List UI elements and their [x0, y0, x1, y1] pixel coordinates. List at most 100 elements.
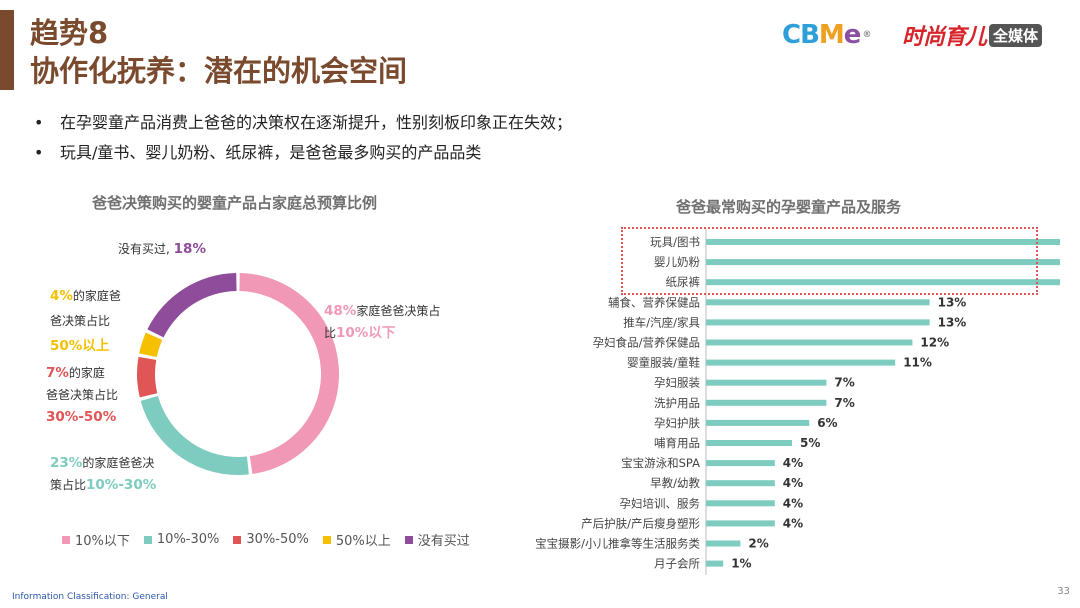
cbme-letter: B [800, 20, 820, 50]
page-title: 趋势8 协作化抚养：潜在的机会空间 [30, 14, 407, 90]
annotation-text: 比 [324, 326, 337, 340]
bar [706, 279, 1060, 286]
bar [706, 480, 775, 487]
bar-value-label: 12% [920, 336, 949, 350]
cbme-letter: M [818, 20, 845, 50]
annotation-text: 家庭爸爸决策占 [356, 304, 441, 318]
cbme-logo: C B M e ® [782, 20, 871, 50]
legend-item: 50%以上 [322, 530, 391, 549]
annotation-none: 没有买过, 18% [118, 238, 206, 260]
page-title-line2: 协作化抚养：潜在的机会空间 [30, 54, 408, 88]
bar [706, 560, 724, 567]
annotation-text: 的家庭爸 [72, 289, 121, 303]
page-title-line1: 趋势8 [30, 16, 109, 50]
bar-value-label: 11% [903, 356, 932, 370]
bar-value-label: 7% [834, 396, 854, 410]
cbme-letter: e [843, 20, 862, 50]
bar-category-label: 孕妇服装 [654, 376, 700, 390]
donut-legend: 10%以下 10%-30% 30%-50% 50%以上 没有买过 [62, 530, 484, 549]
bar [706, 339, 913, 346]
top3-highlight-box [621, 227, 1038, 295]
bar [706, 259, 1060, 266]
legend-label: 50%以上 [335, 534, 391, 549]
bar-value-label: 6% [817, 416, 837, 430]
bar-chart: 玩具/图书29%婴儿奶粉28%纸尿裤25%辅食、营养保健品13%推车/汽座/家具… [535, 229, 1060, 575]
legend-item: 10%以下 [62, 530, 130, 549]
annotation-above-50: 4%的家庭爸 爸决策占比 50%以上 [50, 285, 121, 357]
annotation-10-30: 23%的家庭爸爸决 策占比10%-30% [50, 452, 156, 496]
bar-category-label: 推车/汽座/家具 [623, 315, 700, 329]
donut-slice [140, 396, 249, 475]
annotation-pct: 7% [46, 365, 69, 381]
legend-label: 10%以下 [75, 534, 130, 549]
legend-label: 10%-30% [156, 532, 220, 547]
bar-value-label: 5% [800, 436, 820, 450]
bar [706, 319, 930, 326]
legend-swatch [233, 535, 242, 544]
bar-value-label: 4% [783, 456, 803, 470]
bar-value-label: 1% [731, 557, 751, 571]
legend-item: 没有买过 [404, 530, 470, 549]
bar-category-label: 孕妇食品/营养保健品 [593, 336, 700, 350]
bullet-marker: • [34, 143, 44, 162]
donut-chart-title: 爸爸决策购买的婴童产品占家庭总预算比例 [92, 194, 378, 212]
bullet-text: 玩具/童书、婴儿奶粉、纸尿裤，是爸爸最多购买的产品品类 [60, 143, 482, 162]
annotation-below-10: 48%家庭爸爸决策占 比10%以下 [324, 300, 440, 344]
registered-mark: ® [862, 30, 871, 40]
annotation-text: 的家庭爸爸决 [82, 456, 155, 470]
bar [706, 399, 827, 406]
bullet-item: • 玩具/童书、婴儿奶粉、纸尿裤，是爸爸最多购买的产品品类 [34, 138, 572, 168]
legend-label: 30%-50% [246, 532, 309, 547]
bullet-item: • 在孕婴童产品消费上爸爸的决策权在逐渐提升，性别刻板印象正在失效； [34, 108, 572, 138]
bar [706, 359, 896, 366]
bar [706, 239, 1060, 245]
bar-value-label: 4% [783, 496, 803, 510]
bar-value-label: 2% [748, 537, 768, 551]
donut-slice [139, 332, 163, 358]
bar [706, 299, 930, 306]
bar [706, 379, 827, 386]
bar-category-label: 婴童服装/童鞋 [627, 356, 700, 370]
bar [706, 419, 810, 426]
legend-swatch [404, 535, 413, 544]
donut-slice [239, 273, 339, 474]
annotation-pct: 18% [173, 241, 206, 257]
bar-category-label: 纸尿裤 [666, 275, 701, 289]
annotation-30-50: 7%的家庭 爸爸决策占比 30%-50% [46, 362, 118, 428]
legend-swatch [322, 535, 331, 544]
bullet-list: • 在孕婴童产品消费上爸爸的决策权在逐渐提升，性别刻板印象正在失效； • 玩具/… [34, 108, 572, 168]
donut-slice [147, 273, 237, 338]
bar-category-label: 洗护用品 [654, 396, 700, 410]
bar-value-label: 4% [783, 476, 803, 490]
annotation-range: 30%-50% [46, 409, 117, 425]
bar-category-label: 哺育用品 [654, 436, 700, 450]
bar-category-label: 孕妇培训、服务 [620, 496, 701, 510]
bullet-text: 在孕婴童产品消费上爸爸的决策权在逐渐提升，性别刻板印象正在失效； [60, 113, 573, 132]
annotation-label: 没有买过, [118, 242, 170, 256]
bar-category-label: 孕妇护肤 [654, 416, 700, 430]
magazine-logo: 时尚育儿 全媒体 [902, 20, 1043, 50]
title-accent-bar [0, 10, 14, 90]
cbme-letter: C [782, 20, 801, 50]
bar-category-label: 宝宝摄影/小儿推拿等生活服务类 [535, 537, 700, 551]
legend-item: 30%-50% [233, 530, 309, 549]
legend-swatch [143, 535, 152, 544]
bar [706, 440, 792, 446]
page-number: 33 [1057, 586, 1070, 597]
magazine-logo-text: 时尚育儿 [902, 25, 987, 50]
bar [706, 460, 775, 467]
bar-category-label: 月子会所 [654, 557, 700, 571]
bar [706, 500, 775, 507]
bar-value-label: 4% [783, 516, 803, 530]
bar-category-label: 产后护肤/产后瘦身塑形 [581, 516, 700, 530]
annotation-text: 的家庭 [68, 366, 105, 380]
bar [706, 540, 741, 547]
annotation-text: 策占比 [50, 478, 87, 492]
bar-category-label: 早教/幼教 [650, 476, 700, 490]
bar-category-label: 宝宝游泳和SPA [621, 456, 700, 470]
annotation-range: 10%-30% [86, 477, 157, 493]
bar-category-label: 辅食、营养保健品 [608, 295, 700, 309]
annotation-pct: 4% [50, 288, 73, 304]
annotation-pct: 23% [50, 455, 83, 471]
info-classification: Information Classification: General [12, 592, 168, 602]
